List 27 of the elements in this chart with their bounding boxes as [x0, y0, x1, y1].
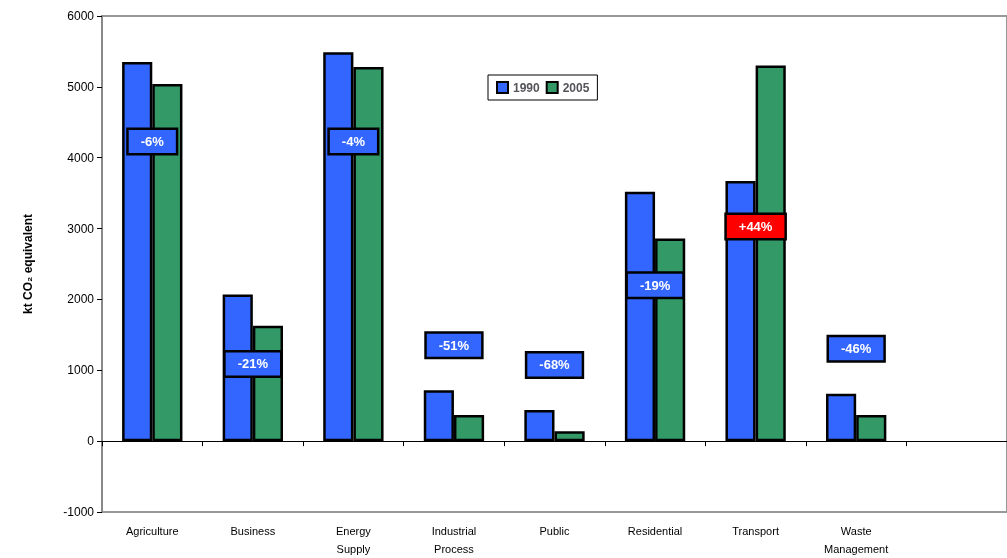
annotation: +44% — [738, 218, 773, 234]
x-tick-label: Industrial Process — [431, 525, 477, 555]
x-tick-label: Public — [539, 525, 570, 537]
x-tick-label: Residential — [627, 525, 683, 537]
x-tick-label: Energy Supply — [335, 525, 372, 555]
x-tick-label: Waste Management — [824, 525, 889, 555]
y-tick-label: -1000 — [63, 505, 95, 519]
annotation: -19% — [639, 277, 671, 293]
annotation: -21% — [237, 356, 269, 372]
x-tick-label: Agriculture — [125, 525, 179, 537]
y-tick-label: 5000 — [67, 79, 95, 94]
y-tick-label: 3000 — [67, 221, 95, 236]
annotation: -46% — [840, 341, 872, 357]
annotation: -4% — [341, 133, 366, 149]
y-tick-label: 4000 — [67, 150, 95, 165]
annotation: -6% — [140, 133, 165, 149]
annotation: -68% — [539, 357, 571, 373]
x-tick-label: Transport — [732, 525, 779, 537]
y-tick-label: 1000 — [67, 363, 95, 378]
y-axis-title: kt CO₂ equivalent — [21, 213, 35, 315]
x-tick-label: Business — [230, 525, 276, 537]
y-tick-label: 0 — [87, 434, 95, 449]
annotation: -51% — [438, 337, 470, 353]
legend-label: 2005 — [562, 80, 590, 95]
legend-label: 1990 — [513, 80, 541, 95]
y-tick-label: 2000 — [67, 292, 95, 307]
y-tick-label: 6000 — [67, 9, 95, 23]
